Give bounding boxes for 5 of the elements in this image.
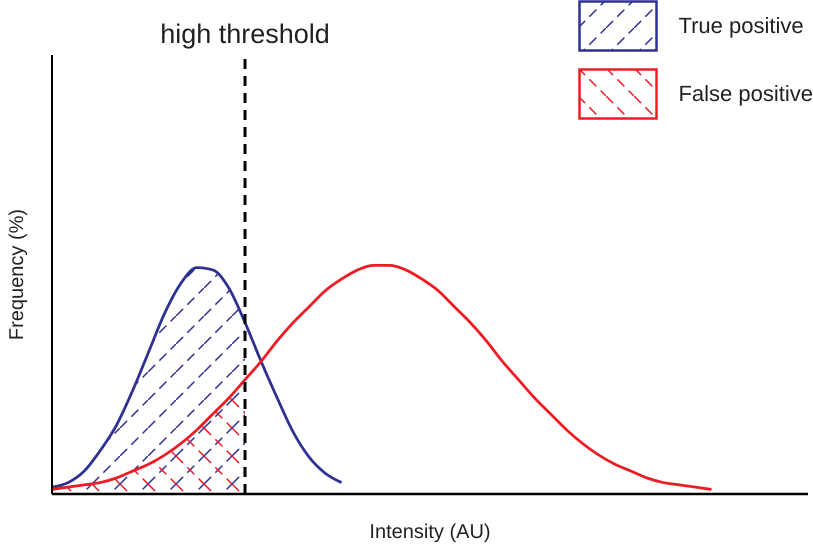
legend-label: False positive: [678, 81, 813, 107]
y-axis-title: Frequency (%): [6, 208, 28, 340]
text: high threshold: [160, 19, 330, 49]
legend-label: True positive: [678, 13, 804, 39]
x-axis-title: Intensity (AU): [369, 521, 491, 543]
